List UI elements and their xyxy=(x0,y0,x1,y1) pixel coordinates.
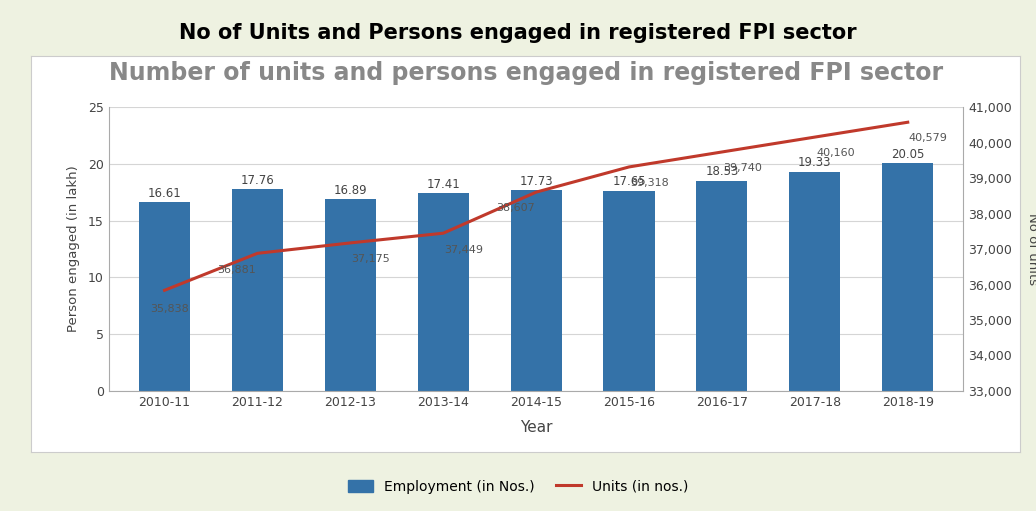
Text: 37,175: 37,175 xyxy=(351,254,391,264)
X-axis label: Year: Year xyxy=(520,420,552,435)
Text: 35,838: 35,838 xyxy=(150,304,189,314)
Bar xyxy=(511,190,562,391)
Units (in nos.) xyxy=(901,119,914,125)
Units (in nos.) xyxy=(716,149,728,155)
Units (in nos.) xyxy=(251,250,263,257)
Bar xyxy=(418,193,468,391)
Text: No of Units and Persons engaged in registered FPI sector: No of Units and Persons engaged in regis… xyxy=(179,23,857,43)
Text: 17.41: 17.41 xyxy=(427,178,460,191)
Text: 39,740: 39,740 xyxy=(723,162,761,173)
Text: 18.53: 18.53 xyxy=(706,166,739,178)
Text: 40,160: 40,160 xyxy=(816,148,855,158)
Text: 40,579: 40,579 xyxy=(909,133,948,143)
Units (in nos.) xyxy=(623,164,635,170)
Bar xyxy=(789,172,840,391)
Text: 37,449: 37,449 xyxy=(444,245,483,254)
Text: Number of units and persons engaged in registered FPI sector: Number of units and persons engaged in r… xyxy=(109,61,943,85)
Line: Units (in nos.): Units (in nos.) xyxy=(165,122,908,290)
Legend: Employment (in Nos.), Units (in nos.): Employment (in Nos.), Units (in nos.) xyxy=(348,480,688,494)
Text: 38,607: 38,607 xyxy=(496,203,535,214)
Y-axis label: Person engaged (in lakh): Person engaged (in lakh) xyxy=(66,166,80,333)
Units (in nos.) xyxy=(344,240,356,246)
Bar xyxy=(232,190,283,391)
Text: 39,318: 39,318 xyxy=(630,178,669,188)
Text: 16.61: 16.61 xyxy=(148,187,181,200)
Units (in nos.) xyxy=(809,134,822,140)
Units (in nos.) xyxy=(437,230,450,236)
Bar xyxy=(324,199,376,391)
Text: 16.89: 16.89 xyxy=(334,184,367,197)
Text: 19.33: 19.33 xyxy=(798,156,832,169)
Bar xyxy=(883,164,933,391)
Bar xyxy=(139,202,190,391)
Units (in nos.) xyxy=(529,189,543,195)
Bar xyxy=(604,191,655,391)
Text: 17.76: 17.76 xyxy=(240,174,275,187)
Bar xyxy=(696,181,748,391)
Text: 17.73: 17.73 xyxy=(519,175,553,188)
Y-axis label: No of units: No of units xyxy=(1026,213,1036,285)
Units (in nos.) xyxy=(159,287,171,293)
Text: 17.65: 17.65 xyxy=(612,175,645,189)
Text: 36,881: 36,881 xyxy=(218,265,256,275)
Text: 20.05: 20.05 xyxy=(891,148,924,161)
